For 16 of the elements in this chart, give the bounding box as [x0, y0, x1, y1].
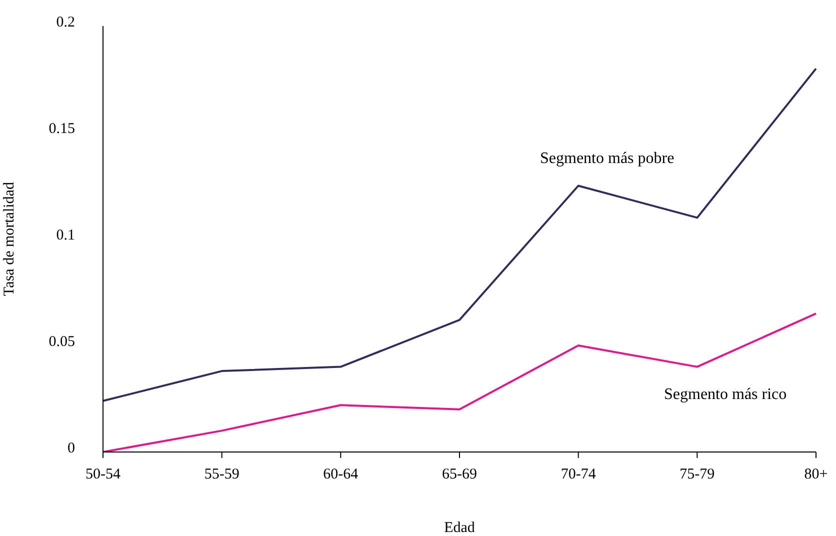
y-tick-label: 0.1 — [56, 227, 75, 244]
x-tick-label: 50-54 — [86, 466, 121, 483]
y-tick-label: 0.05 — [48, 334, 75, 350]
x-tick-label: 65-69 — [442, 466, 477, 483]
x-tick-label: 75-79 — [680, 466, 715, 483]
y-axis-title: Tasa de mortalidad — [1, 182, 18, 296]
x-axis-title: Edad — [444, 520, 476, 536]
x-tick-label: 60-64 — [323, 466, 359, 483]
series-label: Segmento más rico — [664, 386, 787, 404]
y-tick-label: 0.15 — [48, 120, 75, 137]
x-tick-label: 55-59 — [204, 466, 240, 483]
x-tick-label: 70-74 — [560, 466, 596, 483]
y-tick-label: 0 — [68, 440, 75, 456]
text: Segmento más pobre — [540, 150, 674, 168]
x-tick-label: 80+ — [804, 466, 828, 483]
y-tick-label: 0.2 — [56, 14, 75, 30]
